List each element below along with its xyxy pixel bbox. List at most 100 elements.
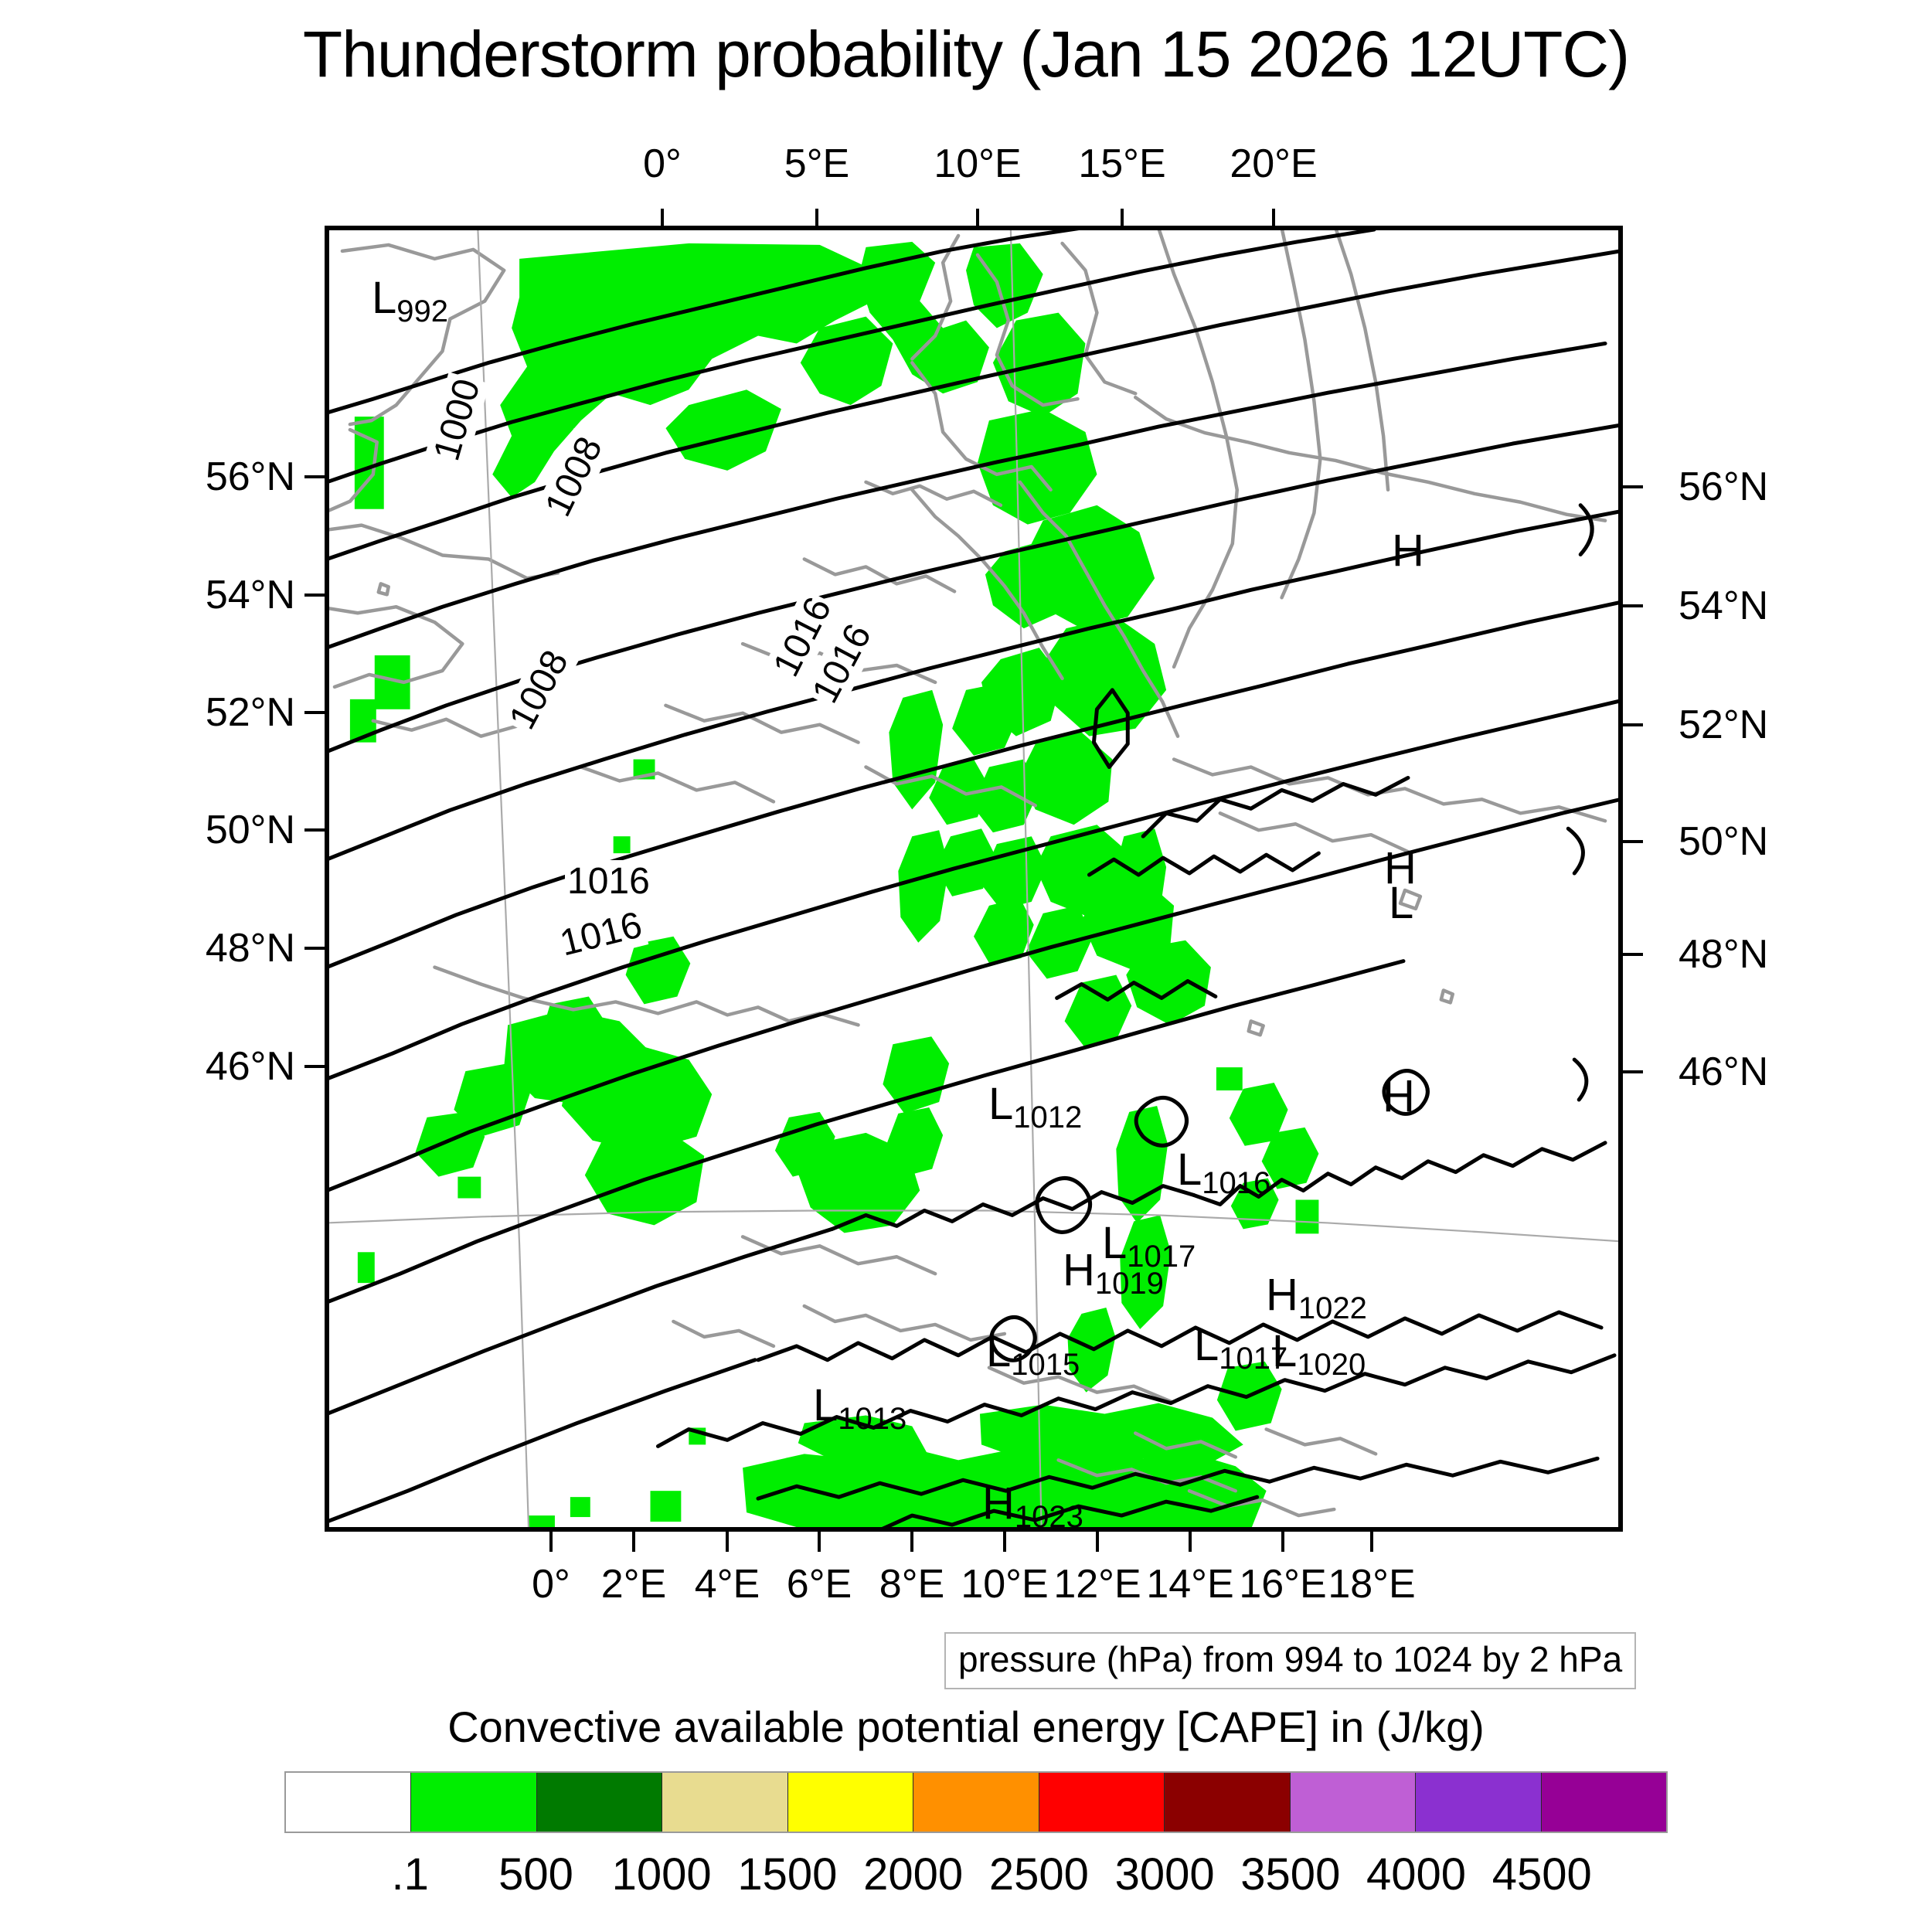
pressure-symbol: L	[1194, 1320, 1219, 1370]
colorbar-segment-2[interactable]	[536, 1773, 662, 1832]
axis-tickmark-bottom-1	[632, 1532, 635, 1552]
low-pressure-label-13: L	[1389, 881, 1413, 926]
colorbar-tick-3: 1500	[737, 1849, 838, 1900]
colorbar-segment-4[interactable]	[787, 1773, 913, 1832]
axis-tickmark-left-2	[304, 711, 325, 714]
axis-tick-top-0: 0°	[643, 141, 682, 186]
colorbar-tick-7: 3500	[1240, 1849, 1341, 1900]
graticule-layer	[327, 228, 1621, 1529]
pressure-value: 1022	[1298, 1291, 1367, 1326]
colorbar-tick-1: 500	[498, 1849, 573, 1900]
axis-tick-bottom-8: 16°E	[1239, 1562, 1327, 1607]
axis-tickmark-left-4	[304, 947, 325, 950]
high-pressure-label-14: H	[1383, 1074, 1415, 1119]
low-pressure-label-7: L1020	[1272, 1326, 1366, 1383]
pressure-value: 1019	[1094, 1267, 1164, 1301]
axis-tickmark-right-2	[1623, 723, 1643, 726]
axis-tick-left-3: 50°N	[205, 808, 295, 852]
axis-tickmark-right-5	[1623, 1070, 1643, 1073]
axis-tickmark-top-2	[976, 209, 979, 227]
low-pressure-label-2: L1016	[1177, 1148, 1270, 1199]
colorbar-segment-6[interactable]	[1038, 1773, 1165, 1832]
axis-tickmark-left-5	[304, 1065, 325, 1068]
axis-tickmark-bottom-9	[1370, 1532, 1373, 1552]
colorbar-tick-labels: .1 500 1000 1500 2000 2500 3000 3500 4000 4500	[284, 1849, 1668, 1903]
axis-tick-left-2: 52°N	[205, 690, 295, 735]
axis-tickmark-right-1	[1623, 604, 1643, 607]
axis-tick-top-3: 15°E	[1078, 141, 1166, 186]
colorbar-segment-7[interactable]	[1164, 1773, 1290, 1832]
axis-tick-bottom-7: 14°E	[1146, 1562, 1234, 1607]
axis-tickmark-bottom-0	[549, 1532, 553, 1552]
axis-tickmark-right-0	[1623, 485, 1643, 488]
low-pressure-label-4: L1017	[1102, 1218, 1196, 1274]
axis-tick-bottom-6: 12°E	[1053, 1562, 1141, 1607]
colorbar-segment-5[interactable]	[913, 1773, 1039, 1832]
colorbar-segment-9[interactable]	[1415, 1773, 1541, 1832]
colorbar-tick-4: 2000	[863, 1849, 964, 1900]
axis-tickmark-top-1	[815, 209, 818, 227]
pressure-value: 1017	[1219, 1342, 1288, 1376]
axis-tick-bottom-5: 10°E	[961, 1562, 1049, 1607]
high-pressure-label-11: H	[1392, 529, 1424, 573]
cape-shading-layer	[349, 241, 1319, 1529]
pressure-value: 1020	[1297, 1348, 1366, 1383]
pressure-symbol: L	[1272, 1326, 1298, 1376]
high-pressure-label-10: H1023	[982, 1478, 1083, 1532]
axis-tickmark-bottom-4	[910, 1532, 913, 1552]
colorbar[interactable]	[284, 1771, 1668, 1833]
pressure-symbol: L	[1389, 878, 1414, 928]
pressure-symbol: H	[1383, 1071, 1415, 1121]
colorbar-wrapper	[284, 1771, 1668, 1833]
colorbar-tick-8: 4000	[1366, 1849, 1467, 1900]
pressure-symbol: L	[1102, 1218, 1128, 1268]
coastline-layer	[327, 228, 1607, 1518]
colorbar-segment-1[interactable]	[410, 1773, 536, 1832]
colorbar-segment-3[interactable]	[662, 1773, 787, 1832]
axis-tickmark-left-3	[304, 828, 325, 832]
colorbar-segment-10[interactable]	[1540, 1773, 1666, 1832]
axis-tick-bottom-9: 18°E	[1328, 1562, 1416, 1607]
colorbar-segment-0[interactable]	[286, 1773, 411, 1832]
axis-tick-right-3: 50°N	[1679, 819, 1769, 864]
axis-tickmark-top-0	[661, 209, 664, 227]
axis-tick-bottom-2: 4°E	[694, 1562, 760, 1607]
pressure-symbol: L	[372, 273, 397, 323]
pressure-value: 1012	[1013, 1100, 1083, 1135]
pressure-value: 1017	[1127, 1240, 1196, 1274]
pressure-symbol: H	[1266, 1270, 1298, 1320]
colorbar-tick-2: 1000	[611, 1849, 712, 1900]
low-pressure-label-1: L1012	[988, 1082, 1083, 1135]
page-title: Thunderstorm probability (Jan 15 2026 12…	[302, 18, 1630, 90]
map-canvas	[327, 228, 1621, 1529]
axis-tick-right-5: 46°N	[1679, 1049, 1769, 1094]
axis-tick-bottom-0: 0°	[532, 1562, 570, 1607]
map-frame	[327, 228, 1621, 1529]
axis-tick-left-5: 46°N	[205, 1044, 295, 1089]
axis-tickmark-left-1	[304, 594, 325, 597]
pressure-symbol: H	[1392, 526, 1424, 576]
pressure-contour-note: pressure (hPa) from 994 to 1024 by 2 hPa	[944, 1632, 1637, 1689]
axis-tickmark-bottom-3	[818, 1532, 821, 1552]
axis-tick-bottom-1: 2°E	[600, 1562, 667, 1607]
axis-tick-left-1: 54°N	[205, 573, 295, 617]
pressure-symbol: H	[982, 1478, 1015, 1529]
axis-tickmark-bottom-7	[1189, 1532, 1192, 1552]
axis-tick-top-2: 10°E	[934, 141, 1022, 186]
axis-tickmark-bottom-5	[1003, 1532, 1006, 1552]
map-plot-area: L992 L1012 L1016 H1019 L1017 H1022 L1017 L1020 L…	[325, 226, 1623, 1532]
pressure-symbol: L	[986, 1326, 1012, 1376]
pressure-symbol: H	[1063, 1245, 1095, 1295]
isobar-layer	[327, 228, 1621, 1529]
pressure-value: 1023	[1014, 1500, 1083, 1532]
axis-tickmark-right-3	[1623, 840, 1643, 843]
contour-label-5: 1016	[565, 860, 652, 903]
low-pressure-label-0: L992	[372, 273, 449, 329]
pressure-value: 992	[396, 294, 449, 329]
axis-tickmark-right-4	[1623, 953, 1643, 956]
axis-tick-right-0: 56°N	[1679, 464, 1769, 509]
axis-tick-right-4: 48°N	[1679, 932, 1769, 977]
colorbar-segment-8[interactable]	[1289, 1773, 1416, 1832]
axis-tick-top-1: 5°E	[784, 141, 850, 186]
